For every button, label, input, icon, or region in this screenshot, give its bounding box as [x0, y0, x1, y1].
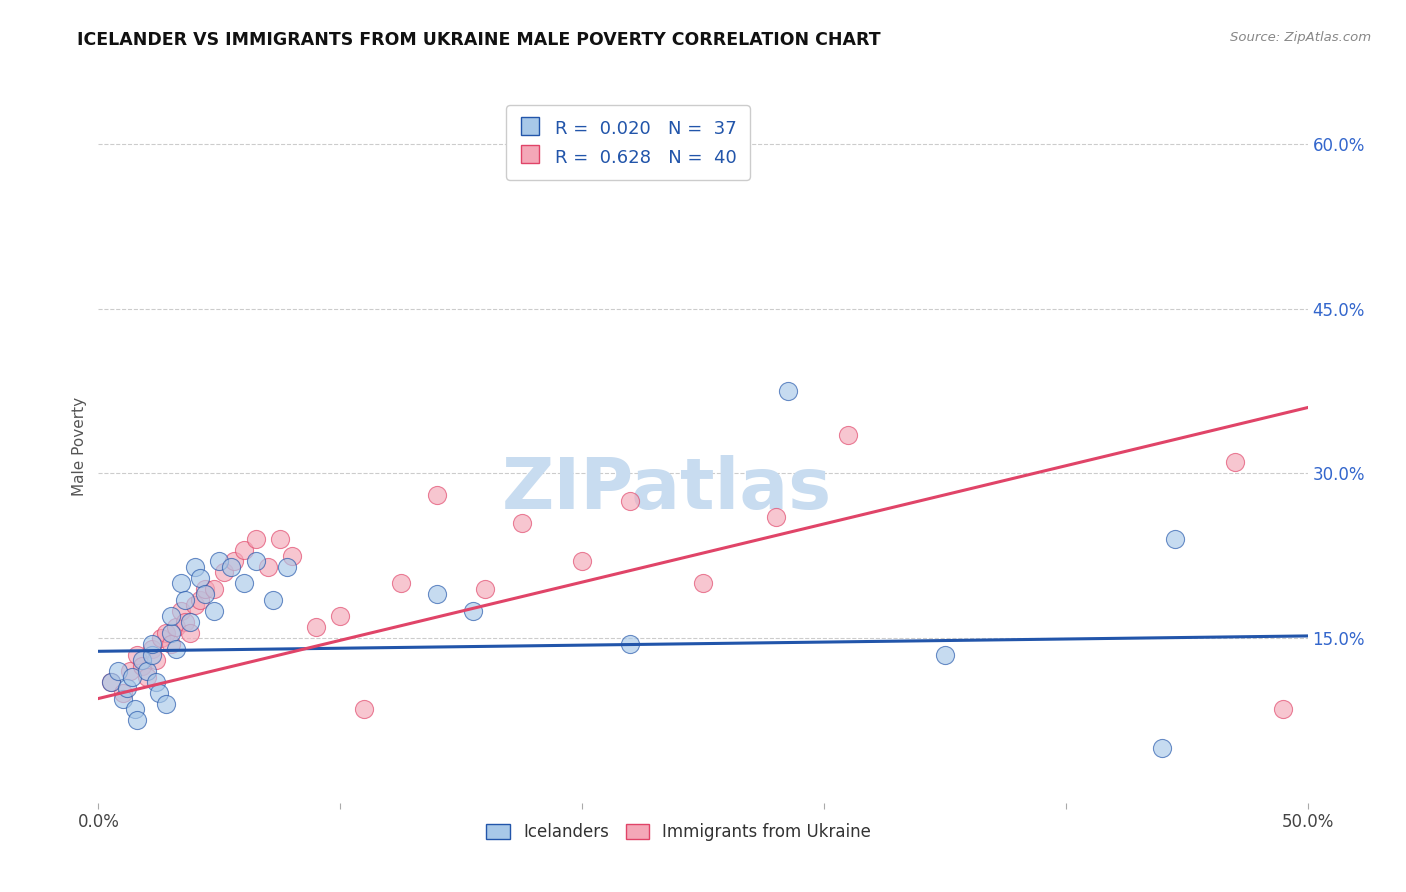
Point	[179, 625, 201, 640]
Point	[160, 625, 183, 640]
Point	[118, 664, 141, 678]
Point	[1152, 740, 1174, 755]
Point	[111, 686, 134, 700]
Point	[155, 697, 177, 711]
Point	[276, 559, 298, 574]
Point	[389, 576, 412, 591]
Point	[165, 620, 187, 634]
Point	[169, 604, 191, 618]
Point	[510, 516, 533, 530]
Point	[111, 691, 134, 706]
Point	[194, 587, 217, 601]
Point	[619, 494, 641, 508]
Point	[121, 669, 143, 683]
Legend: Icelanders, Immigrants from Ukraine: Icelanders, Immigrants from Ukraine	[479, 817, 877, 848]
Point	[169, 576, 191, 591]
Point	[221, 559, 243, 574]
Point	[100, 675, 122, 690]
Point	[245, 533, 267, 547]
Point	[141, 648, 163, 662]
Point	[204, 582, 226, 596]
Point	[131, 653, 153, 667]
Point	[281, 549, 304, 563]
Point	[145, 653, 167, 667]
Point	[141, 642, 163, 657]
Point	[127, 714, 149, 728]
Point	[245, 554, 267, 568]
Point	[1223, 455, 1246, 469]
Point	[837, 428, 859, 442]
Point	[100, 675, 122, 690]
Point	[184, 598, 207, 612]
Point	[155, 625, 177, 640]
Point	[124, 702, 146, 716]
Point	[141, 637, 163, 651]
Point	[107, 664, 129, 678]
Point	[426, 488, 449, 502]
Text: ICELANDER VS IMMIGRANTS FROM UKRAINE MALE POVERTY CORRELATION CHART: ICELANDER VS IMMIGRANTS FROM UKRAINE MAL…	[77, 31, 882, 49]
Point	[150, 631, 173, 645]
Point	[179, 615, 201, 629]
Point	[160, 609, 183, 624]
Point	[222, 554, 245, 568]
Point	[305, 620, 328, 634]
Point	[256, 559, 278, 574]
Point	[117, 681, 139, 695]
Point	[426, 587, 449, 601]
Text: Source: ZipAtlas.com: Source: ZipAtlas.com	[1230, 31, 1371, 45]
Point	[145, 675, 167, 690]
Point	[212, 566, 235, 580]
Point	[232, 576, 254, 591]
Point	[269, 533, 291, 547]
Point	[188, 571, 211, 585]
Point	[135, 664, 157, 678]
Point	[765, 510, 787, 524]
Point	[776, 384, 799, 398]
Point	[165, 642, 187, 657]
Text: ZIPatlas: ZIPatlas	[502, 456, 832, 524]
Point	[174, 615, 197, 629]
Point	[692, 576, 714, 591]
Point	[135, 669, 157, 683]
Point	[232, 543, 254, 558]
Point	[194, 582, 217, 596]
Point	[1163, 533, 1185, 547]
Point	[131, 658, 153, 673]
Point	[934, 648, 956, 662]
Point	[174, 592, 197, 607]
Point	[188, 592, 211, 607]
Point	[619, 637, 641, 651]
Point	[329, 609, 352, 624]
Point	[463, 604, 485, 618]
Point	[204, 604, 226, 618]
Point	[148, 686, 170, 700]
Point	[127, 648, 149, 662]
Y-axis label: Male Poverty: Male Poverty	[72, 396, 87, 496]
Point	[160, 637, 183, 651]
Point	[353, 702, 375, 716]
Point	[184, 559, 207, 574]
Point	[571, 554, 593, 568]
Point	[474, 582, 496, 596]
Point	[262, 592, 284, 607]
Point	[1272, 702, 1295, 716]
Point	[208, 554, 231, 568]
